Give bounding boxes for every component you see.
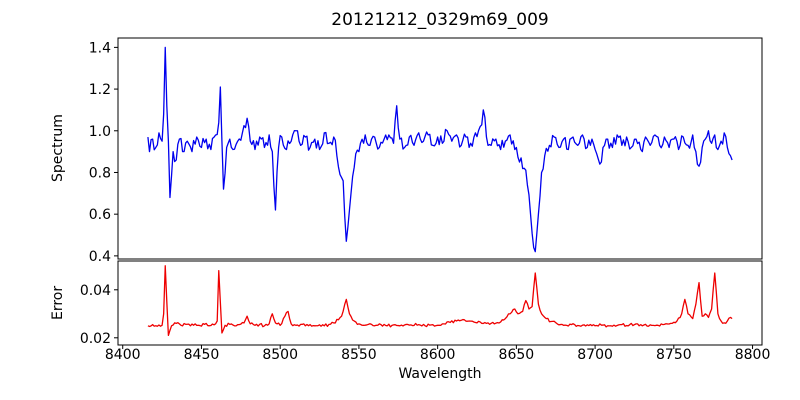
x-tick-label: 8600 (420, 347, 456, 363)
x-axis-label: Wavelength (398, 366, 482, 382)
y-tick-label: 0.02 (80, 331, 111, 347)
x-tick-label: 8750 (656, 347, 692, 363)
error-frame (117, 260, 763, 346)
x-tick-label: 8450 (184, 347, 220, 363)
error-panel: 0.02 0.04 (80, 260, 763, 347)
x-tick-label: 8700 (577, 347, 613, 363)
x-tick-label: 8650 (499, 347, 535, 363)
spectrum-panel: 0.4 0.6 0.8 1.0 1.2 1.4 (89, 37, 763, 265)
chart-title: 20121212_0329m69_009 (331, 10, 549, 30)
y-tick-label: 0.04 (80, 283, 111, 299)
y-tick-label: 0.4 (89, 249, 111, 265)
y-tick-label: 0.8 (89, 165, 111, 181)
y-tick-label: 0.6 (89, 207, 111, 223)
error-line (147, 265, 733, 337)
y-tick-label: 1.2 (89, 82, 111, 98)
x-tick-label: 8400 (105, 347, 141, 363)
y-tick-label: 1.4 (89, 40, 111, 56)
y-tick-label: 1.0 (89, 124, 111, 140)
x-tick-label: 8550 (341, 347, 377, 363)
x-tick-label: 8800 (735, 347, 771, 363)
x-axis-ticks: 8400 8450 8500 8550 8600 8650 8700 8750 8800 (105, 345, 770, 363)
spectrum-line (147, 46, 733, 253)
x-tick-label: 8500 (262, 347, 298, 363)
spectrum-frame (117, 37, 763, 260)
